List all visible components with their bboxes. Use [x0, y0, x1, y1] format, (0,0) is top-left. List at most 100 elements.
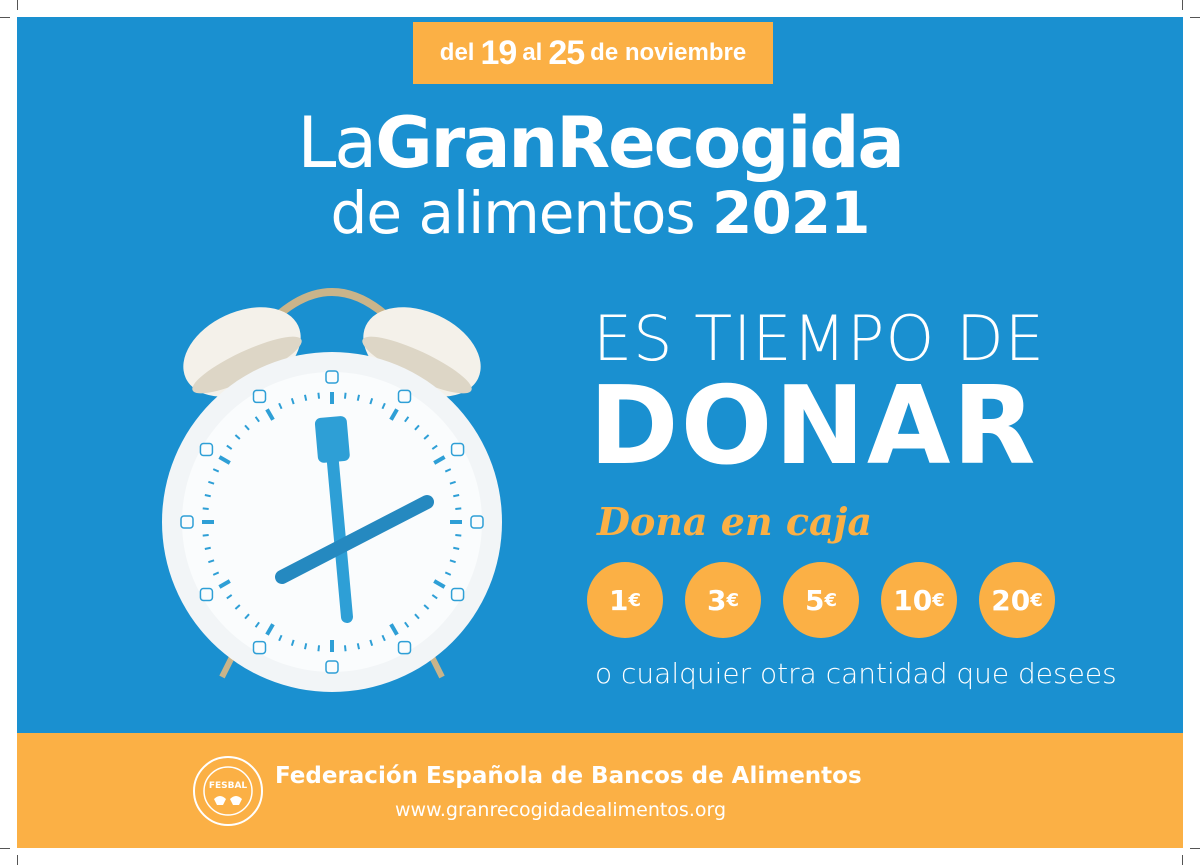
clock-tick [265, 408, 275, 421]
clock-tick [254, 621, 260, 628]
clock-tick [444, 468, 452, 473]
clock-tick [449, 559, 456, 564]
clock-tick [343, 645, 347, 652]
clock-tick [343, 392, 347, 399]
subheadline: Dona en caja [597, 499, 872, 544]
footer: FESBAL Federación Española de Bancos de … [17, 733, 1183, 848]
clock-tick [433, 579, 446, 589]
clock-tick [369, 639, 374, 646]
clock-tick [431, 594, 438, 600]
food-icon [325, 370, 339, 384]
clock-tick [208, 559, 215, 564]
clock-tick [317, 645, 321, 652]
clock-tick [303, 643, 308, 650]
clock-tick [453, 493, 460, 498]
clock-tick [204, 493, 211, 498]
amount-options: 1 € 3 € 5 € 10 € 20 € [587, 562, 1055, 638]
clock-tick [208, 480, 215, 485]
crop-mark [1182, 0, 1183, 10]
plate-inner [182, 372, 482, 672]
amount-10: 10 € [881, 562, 957, 638]
crop-mark [0, 848, 10, 849]
food-icon [470, 515, 484, 529]
website-url: www.granrecogidadealimentos.org [395, 799, 727, 821]
clock-tick [202, 507, 209, 511]
clock-tick [449, 480, 456, 485]
clock-tick [455, 507, 462, 511]
clock-tick [202, 533, 209, 537]
clock-tick [218, 455, 231, 465]
clock-tick [381, 634, 386, 642]
title-line1: LaGranRecogida [17, 103, 1183, 183]
clock-tick [389, 623, 399, 636]
clock-tick [244, 613, 250, 620]
clock-tick [303, 394, 308, 401]
food-icon [397, 640, 412, 655]
crop-mark [17, 855, 18, 865]
clock-tick [234, 434, 241, 440]
other-amount-text: o cualquier otra cantidad que desees [595, 657, 1117, 690]
amount-20: 20 € [979, 562, 1055, 638]
clock-tick [414, 424, 420, 431]
clock-tick [414, 613, 420, 620]
clock-tick [369, 398, 374, 405]
clock-tick [212, 468, 220, 473]
amount-1: 1 € [587, 562, 663, 638]
food-icon [180, 515, 194, 529]
clock-tick [226, 444, 233, 450]
crop-mark [1190, 848, 1200, 849]
clock-tick [433, 455, 446, 465]
food-icon [397, 389, 412, 404]
organization-name: Federación Española de Bancos de Aliment… [275, 763, 862, 789]
clock-tick [278, 402, 283, 410]
crop-mark [17, 0, 18, 10]
title-bold: GranRecogida [375, 102, 904, 184]
clock-tick [226, 594, 233, 600]
clock-tick [254, 416, 260, 423]
svg-text:FESBAL: FESBAL [209, 781, 248, 791]
clock-tick [204, 546, 211, 551]
clock-tick [423, 434, 430, 440]
clock-tick [404, 621, 410, 628]
title-line2-text: de alimentos [330, 179, 696, 247]
amount-5: 5 € [783, 562, 859, 638]
date-banner: del 19 al 25 de noviembre [413, 22, 773, 84]
clock-tick [218, 579, 231, 589]
food-icon [199, 587, 214, 602]
clock-tick [444, 571, 452, 576]
clock-ticks [180, 370, 484, 674]
title-line2: de alimentos 2021 [17, 180, 1183, 246]
clock-tick [453, 546, 460, 551]
clock-tick [244, 424, 250, 431]
clock-tick [278, 634, 283, 642]
food-icon [450, 442, 465, 457]
clock-tick [356, 394, 361, 401]
amount-3: 3 € [685, 562, 761, 638]
food-icon [252, 389, 267, 404]
crop-mark [1190, 17, 1200, 18]
date-start: 19 [480, 33, 517, 72]
clock-tick [381, 402, 386, 410]
food-icon [252, 640, 267, 655]
clock-tick [290, 639, 295, 646]
clock-tick [234, 604, 241, 610]
date-end: 25 [548, 33, 585, 72]
clock-tick [317, 392, 321, 399]
clock-tick [212, 571, 220, 576]
date-text: al [522, 39, 543, 66]
clock-tick [290, 398, 295, 405]
date-text: del [439, 39, 475, 66]
crop-mark [1182, 855, 1183, 865]
clock-tick [265, 623, 275, 636]
clock-tick [423, 604, 430, 610]
headline-donar: DONAR [589, 364, 1038, 489]
crop-mark [0, 17, 10, 18]
headline-line1: ES TIEMPO DE [593, 302, 1045, 375]
fork-icon [314, 416, 353, 623]
clock-tick [356, 643, 361, 650]
clock-tick [404, 416, 410, 423]
clock-tick [431, 444, 438, 450]
clock-tick [455, 533, 462, 537]
food-icon [325, 660, 339, 674]
title-prefix: La [297, 102, 377, 184]
